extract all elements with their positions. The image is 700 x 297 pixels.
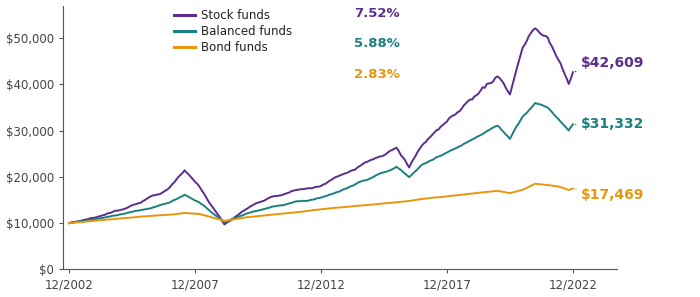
- Text: 7.52%: 7.52%: [354, 7, 400, 20]
- Legend: Stock funds, Balanced funds, Bond funds: Stock funds, Balanced funds, Bond funds: [174, 9, 293, 54]
- Text: 2.83%: 2.83%: [354, 67, 400, 80]
- Text: $31,332: $31,332: [575, 117, 645, 131]
- Text: $17,469: $17,469: [575, 189, 645, 203]
- Text: $42,609: $42,609: [575, 56, 645, 72]
- Text: 5.88%: 5.88%: [354, 37, 400, 50]
